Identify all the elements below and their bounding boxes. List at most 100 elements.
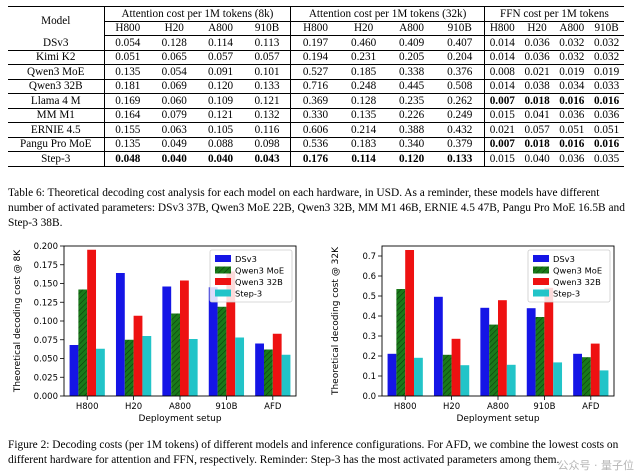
cost-cell: 0.527 <box>290 64 340 80</box>
y-axis-label: Theoretical decoding cost @ 8K <box>13 249 23 393</box>
y-tick-label: 0.2 <box>362 352 376 362</box>
attention-32k-group-header: Attention cost per 1M tokens (32k) <box>290 6 485 22</box>
cost-cell: 0.051 <box>554 122 590 138</box>
cost-cell: 0.116 <box>243 122 291 138</box>
cost-cell: 0.105 <box>197 122 244 138</box>
cost-cell: 0.132 <box>243 108 291 123</box>
cost-cell: 0.033 <box>589 79 624 94</box>
bar-qwen3-32b <box>180 280 189 396</box>
legend-swatch <box>533 289 549 297</box>
cost-cell: 0.036 <box>519 35 555 51</box>
x-tick-label: H800 <box>394 402 417 412</box>
cost-cell: 0.120 <box>197 79 244 94</box>
hardware-header: 910B <box>243 21 291 36</box>
table-row: Qwen3 MoE 0.135 0.054 0.091 0.101 0.527 0.185 0… <box>8 64 624 80</box>
hardware-header: H800 <box>103 21 152 36</box>
x-tick-label: AFD <box>264 402 282 412</box>
model-column-header: Model <box>8 6 104 36</box>
legend-box <box>527 249 611 303</box>
legend-swatch <box>215 278 231 285</box>
cost-cell: 0.098 <box>243 137 291 152</box>
cost-cell: 0.164 <box>103 108 152 123</box>
cost-cell: 0.054 <box>151 64 198 80</box>
bar-qwen3-32b <box>451 338 461 396</box>
hardware-header-row: H800 H20 A800 910B H800 H20 A800 910B H800 H20 A80… <box>8 21 624 36</box>
bar-qwen3-moe <box>442 354 452 396</box>
cost-cell: 0.032 <box>589 35 624 51</box>
cost-cell: 0.036 <box>554 108 590 123</box>
cost-cell: 0.065 <box>151 50 198 65</box>
y-axis-label: Theoretical decoding cost @ 32K <box>331 246 341 396</box>
cost-cell: 0.018 <box>519 93 555 109</box>
bar-qwen3-moe <box>217 306 227 396</box>
hardware-header: A800 <box>387 21 436 36</box>
hardware-header: H20 <box>151 21 198 36</box>
bar-qwen3-32b <box>498 300 507 396</box>
bar-qwen3-moe <box>489 324 498 396</box>
cost-cell: 0.032 <box>554 50 590 65</box>
cost-cell: 0.040 <box>197 151 244 167</box>
x-tick-label: A800 <box>169 402 191 412</box>
bar-qwen3-moe <box>263 349 273 396</box>
bar-qwen3-32b <box>405 250 415 396</box>
bar-step-3 <box>460 365 470 396</box>
ffn-group-header: FFN cost per 1M tokens <box>483 6 624 22</box>
cost-cell: 0.109 <box>197 93 244 109</box>
chart-8k: 0.000 0.025 0.050 0.075 0.100 0.125 0.150 0.175… <box>13 242 297 424</box>
cost-cell: 0.016 <box>554 93 590 109</box>
cost-cell: 0.460 <box>339 35 388 51</box>
bar-step-3 <box>553 362 563 396</box>
cost-cell: 0.091 <box>197 64 244 80</box>
legend-label: DSv3 <box>553 254 575 264</box>
bar-dsv3 <box>115 273 125 396</box>
legend-swatch <box>215 289 231 297</box>
cost-cell: 0.007 <box>483 137 520 152</box>
cost-cell: 0.204 <box>435 50 485 65</box>
bar-dsv3 <box>433 296 443 396</box>
y-tick-label: 0.150 <box>34 280 58 290</box>
cost-cell: 0.032 <box>554 35 590 51</box>
cost-cell: 0.379 <box>435 137 485 152</box>
legend-label: Qwen3 32B <box>235 277 283 287</box>
cost-cell: 0.181 <box>103 79 152 94</box>
cost-cell: 0.135 <box>103 137 152 152</box>
y-tick-label: 0.1 <box>362 372 376 382</box>
cost-cell: 0.016 <box>589 93 624 109</box>
cost-cell: 0.135 <box>339 108 388 123</box>
table-row: Kimi K2 0.051 0.065 0.057 0.057 0.194 0.231 0.2… <box>8 50 624 65</box>
figure-caption: Figure 2: Decoding costs (per 1M tokens)… <box>8 439 619 466</box>
model-name-cell: ERNIE 4.5 <box>8 122 104 138</box>
model-name-cell: Llama 4 M <box>8 93 104 109</box>
cost-cell: 0.536 <box>290 137 340 152</box>
legend-label: Qwen3 MoE <box>235 266 284 276</box>
attention-8k-group-header: Attention cost per 1M tokens (8k) <box>103 6 291 22</box>
x-tick-label: 910B <box>215 402 237 412</box>
cost-cell: 0.049 <box>151 137 198 152</box>
x-tick-label: AFD <box>582 402 600 412</box>
model-name-cell: Kimi K2 <box>8 50 104 65</box>
legend-swatch <box>215 255 231 262</box>
cost-cell: 0.121 <box>197 108 244 123</box>
plot-frame <box>63 245 297 397</box>
cost-cell: 0.120 <box>387 151 436 167</box>
cost-cell: 0.113 <box>243 35 291 51</box>
cost-cell: 0.016 <box>554 137 590 152</box>
cost-cell: 0.034 <box>554 79 590 94</box>
x-axis-label: Deployment setup <box>138 414 221 424</box>
cost-cell: 0.114 <box>339 151 388 167</box>
x-axis-label: Deployment setup <box>456 414 539 424</box>
table-body: DSv3 0.054 0.128 0.114 0.113 0.197 0.460 0.409 0… <box>8 35 624 167</box>
hardware-header: H20 <box>339 21 388 36</box>
table-row: MM M1 0.164 0.079 0.121 0.132 0.330 0.135 0.226… <box>8 108 624 123</box>
x-tick-label: H20 <box>443 402 460 412</box>
table-row: ERNIE 4.5 0.155 0.063 0.105 0.116 0.606 0.214 0… <box>8 122 624 138</box>
bar-dsv3 <box>162 286 172 396</box>
hardware-header: A800 <box>554 21 590 36</box>
cost-cell: 0.369 <box>290 93 340 109</box>
cost-cell: 0.063 <box>151 122 198 138</box>
table-row: Step-3 0.048 0.040 0.040 0.043 0.176 0.114 0.12… <box>8 151 624 167</box>
y-tick-label: 0.5 <box>362 292 376 302</box>
y-tick-label: 0.125 <box>34 298 58 308</box>
model-name-cell: MM M1 <box>8 108 104 123</box>
cost-cell: 0.508 <box>435 79 485 94</box>
